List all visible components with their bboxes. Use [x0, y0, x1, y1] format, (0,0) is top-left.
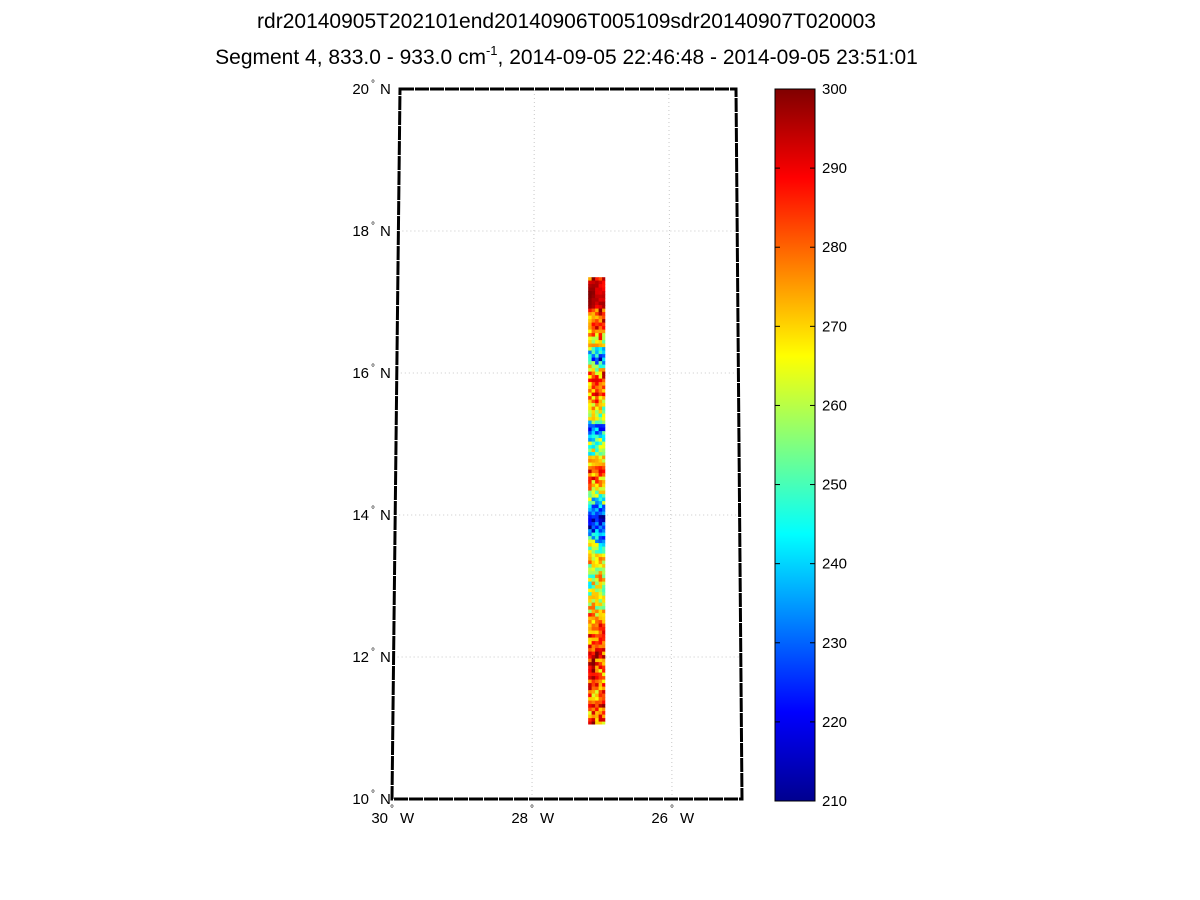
title-superscript: -1	[485, 43, 498, 58]
colorbar-tick-label: 260	[822, 397, 847, 414]
lat-label-degrees: 10	[352, 791, 369, 808]
title-suffix: , 2014-09-05 22:46:48 - 2014-09-05 23:51…	[497, 46, 918, 69]
colorbar-tick-label: 220	[822, 714, 847, 731]
degree-symbol: °	[371, 79, 375, 90]
lon-label-hemisphere: W	[680, 810, 695, 827]
degree-symbol: °	[371, 647, 375, 658]
lat-label-hemisphere: N	[380, 791, 391, 808]
latitude-labels: 10 ° N12 ° N14 ° N16 ° N18 ° N20 ° N	[352, 79, 391, 808]
colorbar-tick-label: 240	[822, 556, 847, 573]
degree-symbol: °	[390, 804, 394, 815]
colorbar-ticks: 210 220 230 240 250 260 270 280 290 300	[775, 81, 847, 810]
degree-symbol: °	[371, 363, 375, 374]
colorbar-tick-label: 230	[822, 635, 847, 652]
degree-symbol: °	[670, 804, 674, 815]
lat-label-degrees: 18	[352, 223, 369, 240]
degree-symbol: °	[530, 804, 534, 815]
lat-label: 18 ° N	[352, 221, 391, 240]
lat-label: 14 ° N	[352, 505, 391, 524]
colorbar	[774, 88, 816, 802]
figure-title-line-1: rdr20140905T202101end20140906T005109sdr2…	[257, 10, 876, 33]
lat-label: 20 ° N	[352, 79, 391, 98]
lat-label-hemisphere: N	[380, 365, 391, 382]
lat-label-degrees: 12	[352, 649, 369, 666]
lon-label-degrees: 26	[651, 810, 668, 827]
lon-label: 30° W	[371, 804, 415, 827]
lat-label-hemisphere: N	[380, 507, 391, 524]
lat-label: 16 ° N	[352, 363, 391, 382]
lat-label: 10 ° N	[352, 789, 391, 808]
colorbar-tick-label: 300	[822, 81, 847, 98]
radiance-swath	[588, 277, 606, 725]
colorbar-gradient	[774, 88, 816, 802]
colorbar-tick-label: 270	[822, 318, 847, 335]
lat-label-hemisphere: N	[380, 81, 391, 98]
degree-symbol: °	[371, 789, 375, 800]
lon-label-hemisphere: W	[540, 810, 555, 827]
lat-label: 12 ° N	[352, 647, 391, 666]
lon-gridline	[531, 88, 535, 800]
map-frame	[390, 87, 744, 801]
colorbar-tick-label: 250	[822, 477, 847, 494]
degree-symbol: °	[371, 221, 375, 232]
figure-title-line-2: Segment 4, 833.0 - 933.0 cm-1, 2014-09-0…	[0, 43, 1133, 71]
longitude-labels: 30°W 28°W 26°W	[371, 804, 695, 827]
lat-label-hemisphere: N	[380, 223, 391, 240]
colorbar-tick-label: 210	[822, 793, 847, 810]
lon-gridline	[668, 88, 673, 800]
lon-label: 26° W	[651, 804, 695, 827]
colorbar-tick-label: 290	[822, 160, 847, 177]
lon-label-hemisphere: W	[400, 810, 415, 827]
degree-symbol: °	[371, 505, 375, 516]
title-prefix: Segment 4, 833.0 - 933.0 cm	[215, 46, 486, 69]
lon-label-degrees: 30	[371, 810, 388, 827]
lat-label-hemisphere: N	[380, 649, 391, 666]
lon-label-degrees: 28	[511, 810, 528, 827]
lat-label-degrees: 14	[352, 507, 369, 524]
lat-label-degrees: 20	[352, 81, 369, 98]
lat-label-degrees: 16	[352, 365, 369, 382]
graticule-grid	[393, 88, 741, 800]
colorbar-tick-label: 280	[822, 239, 847, 256]
lon-label: 28° W	[511, 804, 555, 827]
